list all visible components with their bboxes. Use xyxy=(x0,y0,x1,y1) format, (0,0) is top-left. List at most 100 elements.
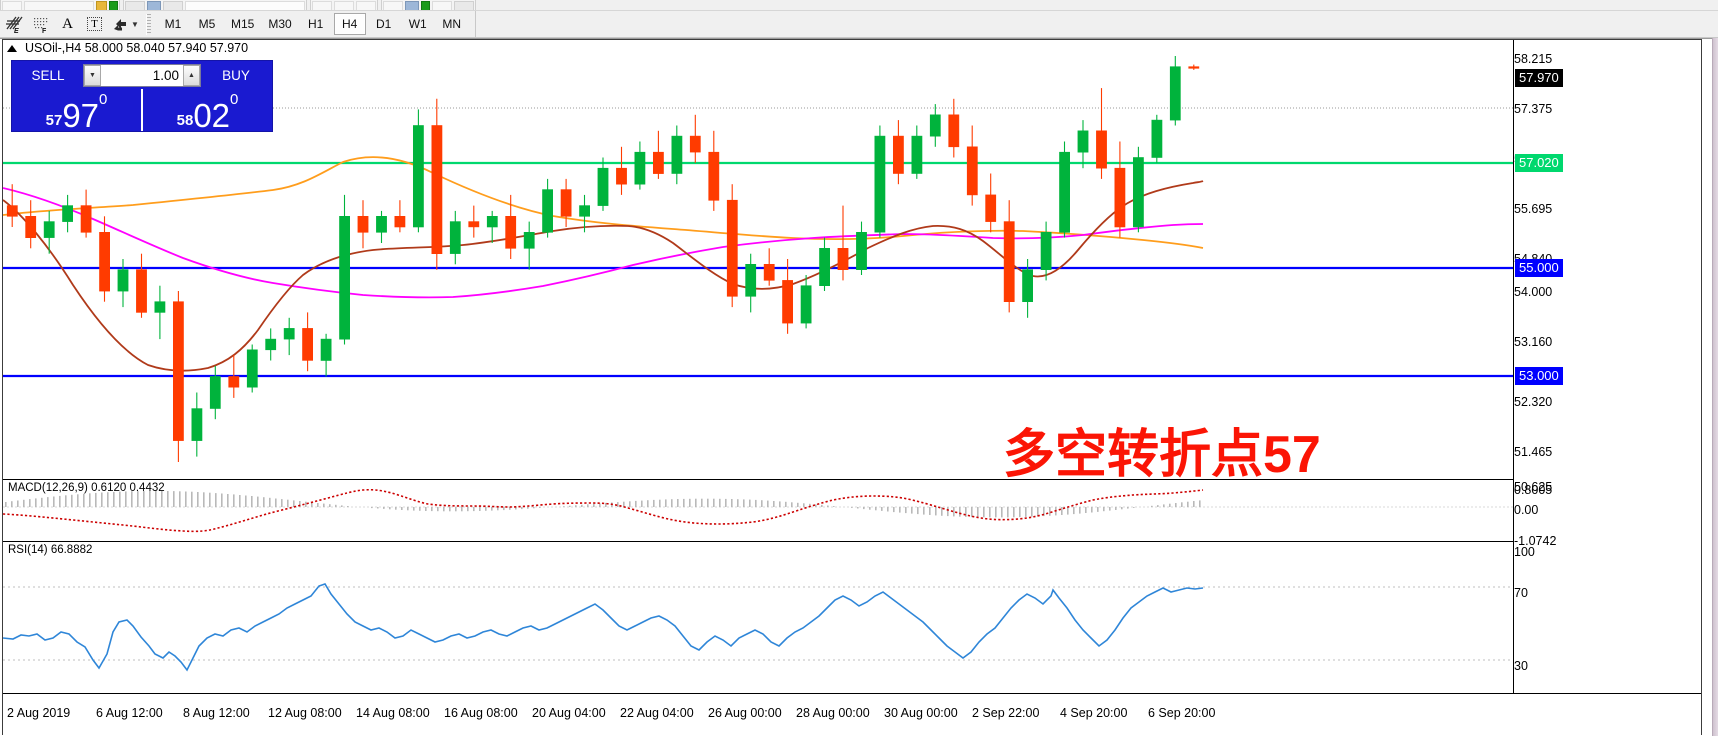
timeframe-m15[interactable]: M15 xyxy=(231,17,255,31)
candle-chart-icon[interactable] xyxy=(147,1,161,10)
toolbar-group-objects[interactable] xyxy=(381,0,476,10)
line-chart-icon[interactable] xyxy=(163,1,183,10)
chart-annotation-text: 多空转折点57 xyxy=(1003,426,1321,478)
play-icon[interactable] xyxy=(109,1,118,10)
timeframe-m30[interactable]: M30 xyxy=(268,17,292,31)
toolbar-group-view[interactable] xyxy=(123,0,307,10)
chart-window[interactable]: USOil-,H4 58.000 58.040 57.940 57.970 xyxy=(0,38,1718,736)
rsi-label: RSI(14) 66.8882 xyxy=(8,544,93,556)
period-icon[interactable] xyxy=(432,1,452,10)
level-badge-57020[interactable]: 57.020 xyxy=(1515,154,1563,172)
bar-chart-icon[interactable] xyxy=(125,1,145,10)
price-chart-svg[interactable] xyxy=(3,40,1513,478)
drawing-tool-button[interactable]: F xyxy=(27,12,54,37)
chevron-up-icon: ▲ xyxy=(188,71,195,79)
chevron-down-icon[interactable]: ▼ xyxy=(131,19,139,29)
svg-text:E: E xyxy=(14,28,19,34)
ma-orange-line xyxy=(3,156,1204,249)
crosshair-tool-button[interactable]: E xyxy=(0,12,27,37)
chart-symbol-header: USOil-,H4 58.000 58.040 57.940 57.970 xyxy=(7,41,248,55)
macd-label: MACD(12,26,9) 0.6120 0.4432 xyxy=(8,482,165,494)
time-label: 22 Aug 04:00 xyxy=(620,706,694,720)
time-label: 2 Sep 22:00 xyxy=(972,706,1040,720)
price-tick: 58.215 xyxy=(1514,52,1553,66)
one-click-trading-panel[interactable]: SELL ▼ 1.00 ▲ BUY 57 97 0 xyxy=(11,60,273,132)
rsi-pane[interactable]: RSI(14) 66.8882 xyxy=(3,541,1513,693)
volume-increase-button[interactable]: ▲ xyxy=(183,64,200,86)
oct-price-row[interactable]: 57 97 0 58 02 0 xyxy=(12,89,272,134)
grid-toggle-icon[interactable] xyxy=(312,1,332,10)
toolbar-end-divider xyxy=(474,10,476,38)
dotted-grid-icon: F xyxy=(31,15,50,34)
level-badge-55000[interactable]: 55.000 xyxy=(1515,259,1563,277)
time-label: 6 Sep 20:00 xyxy=(1148,706,1216,720)
chart-frame[interactable]: USOil-,H4 58.000 58.040 57.940 57.970 xyxy=(2,39,1702,735)
symbol-ohlc-text: USOil-,H4 58.000 58.040 57.940 57.970 xyxy=(25,41,249,55)
timeframe-h4[interactable]: H4 xyxy=(333,13,366,35)
objects-tool-button[interactable]: ▼ xyxy=(108,12,144,37)
toolbar-group-tools[interactable] xyxy=(310,0,378,10)
current-price-badge: 57.970 xyxy=(1515,69,1563,87)
candlestick-series xyxy=(6,56,1200,462)
timeframe-w1[interactable]: W1 xyxy=(408,17,427,31)
sell-price-main: 97 xyxy=(62,96,100,134)
toolbar-group-file[interactable] xyxy=(0,0,120,10)
macd-histogram xyxy=(5,490,1201,518)
ohlc-toggle-icon[interactable] xyxy=(334,1,354,10)
folder-icon[interactable] xyxy=(96,1,107,10)
volume-stepper[interactable]: ▼ 1.00 ▲ xyxy=(83,63,201,87)
cursor-icon[interactable] xyxy=(383,1,403,10)
rsi-axis-tick: 30 xyxy=(1514,659,1528,673)
timeframe-mn[interactable]: MN xyxy=(442,17,462,31)
buy-price-sup: 0 xyxy=(230,91,239,108)
timeframe-m5[interactable]: M5 xyxy=(198,17,216,31)
buy-button[interactable]: BUY xyxy=(222,67,250,83)
autoscroll-icon[interactable] xyxy=(356,1,376,10)
upper-toolbar-strip[interactable] xyxy=(0,0,1718,11)
timeframe-d1[interactable]: D1 xyxy=(376,17,392,31)
time-label: 2 Aug 2019 xyxy=(7,706,71,720)
oct-top-row[interactable]: SELL ▼ 1.00 ▲ BUY xyxy=(12,61,272,89)
template-icon[interactable] xyxy=(421,1,430,10)
label-tool-button[interactable]: T xyxy=(81,12,108,37)
price-tick: 52.320 xyxy=(1514,395,1553,409)
text-label-icon: T xyxy=(87,17,102,31)
properties-icon[interactable] xyxy=(454,1,474,10)
time-axis[interactable]: 2 Aug 2019 6 Aug 12:00 8 Aug 12:00 12 Au… xyxy=(3,693,1701,735)
symbol-select-icon[interactable] xyxy=(24,1,94,10)
buy-price-display[interactable]: 58 02 0 xyxy=(141,89,272,132)
time-label: 26 Aug 00:00 xyxy=(708,706,782,720)
indicator-icon[interactable] xyxy=(405,1,419,10)
chevron-down-icon: ▼ xyxy=(89,71,96,79)
time-label: 14 Aug 08:00 xyxy=(356,706,430,720)
text-tool-button[interactable]: A xyxy=(54,12,81,37)
time-label: 20 Aug 04:00 xyxy=(532,706,606,720)
buy-price-prefix: 58 xyxy=(176,112,194,129)
price-axis[interactable]: 58.215 57.375 56.535 55.695 54.840 54.00… xyxy=(1513,40,1701,693)
macd-axis-tick: 0.8005 xyxy=(1514,483,1553,497)
price-tick: 50.625 xyxy=(1514,480,1553,494)
vertical-scrollbar[interactable] xyxy=(1712,38,1718,736)
rsi-axis-tick: 70 xyxy=(1514,586,1528,600)
main-toolbar[interactable]: E F A xyxy=(0,10,1718,38)
price-tick: 55.695 xyxy=(1514,202,1553,216)
timeframe-h1[interactable]: H1 xyxy=(308,17,324,31)
rsi-chart-svg xyxy=(3,583,1513,672)
ma-brown-line xyxy=(3,180,1204,372)
price-pane[interactable]: 多空转折点57 xyxy=(3,40,1513,478)
price-tick: 51.465 xyxy=(1514,445,1553,459)
volume-input[interactable]: 1.00 xyxy=(101,64,183,86)
collapse-triangle-icon[interactable] xyxy=(7,44,17,52)
toolbar-grip[interactable] xyxy=(146,13,151,35)
level-badge-53000[interactable]: 53.000 xyxy=(1515,367,1563,385)
volume-decrease-button[interactable]: ▼ xyxy=(84,64,101,86)
sell-price-display[interactable]: 57 97 0 xyxy=(12,89,141,134)
sell-button[interactable]: SELL xyxy=(31,67,65,83)
price-tick: 54.000 xyxy=(1514,285,1553,299)
new-chart-icon[interactable] xyxy=(2,1,22,10)
zoom-field[interactable] xyxy=(185,1,305,10)
timeframe-m1[interactable]: M1 xyxy=(164,17,182,31)
svg-text:F: F xyxy=(42,28,47,34)
macd-pane[interactable]: MACD(12,26,9) 0.6120 0.4432 xyxy=(3,479,1513,539)
time-label: 4 Sep 20:00 xyxy=(1060,706,1128,720)
